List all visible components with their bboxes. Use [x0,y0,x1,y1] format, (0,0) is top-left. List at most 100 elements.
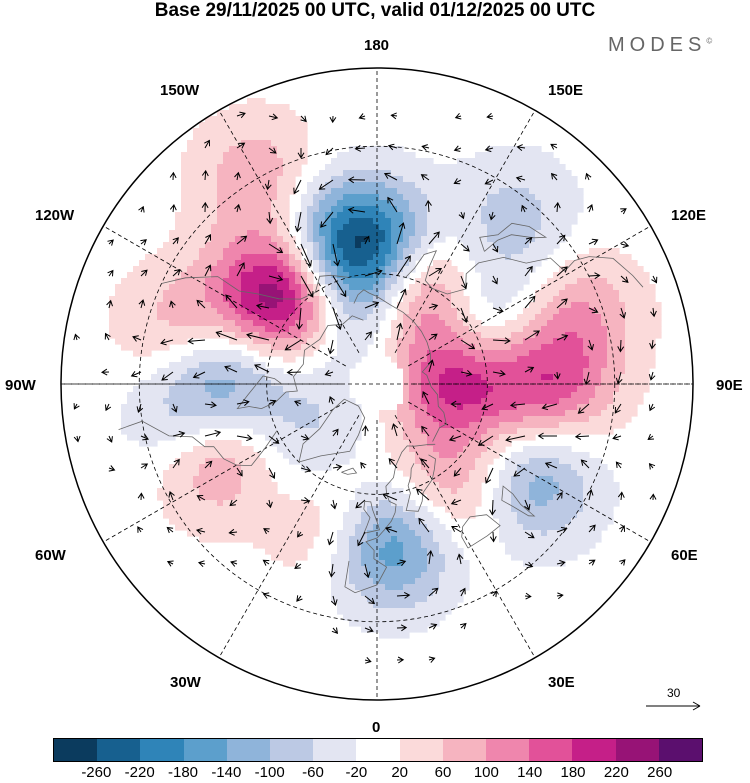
anomaly-cell [421,518,440,525]
anomaly-cell [523,326,542,333]
polar-stereographic-map [60,67,701,711]
anomaly-cell [469,326,524,333]
wind-arrow [300,115,307,123]
wind-arrow [620,275,629,283]
anomaly-cell [337,284,350,291]
wind-arrow [332,307,343,331]
anomaly-cell [301,290,308,297]
anomaly-cell [235,308,248,315]
anomaly-cell [217,200,272,207]
anomaly-cell [457,308,470,315]
anomaly-cell [283,164,302,171]
wind-arrow [583,371,591,386]
wind-arrow [396,288,407,309]
anomaly-cell [337,212,386,219]
wind-arrow [140,269,148,277]
anomaly-cell [313,218,326,225]
anomaly-cell [379,206,398,213]
wind-arrow [138,205,145,213]
wind-arrow [166,560,174,567]
anomaly-cell [385,260,392,267]
anomaly-cell [349,272,374,279]
anomaly-cell [541,206,584,213]
anomaly-cell [157,302,212,309]
anomaly-cell [403,254,410,261]
anomaly-cell [619,296,656,303]
anomaly-cell [319,230,332,237]
anomaly-cell [415,452,440,459]
wind-arrow [481,403,494,411]
anomaly-cell [409,404,428,411]
anomaly-cell [397,350,410,357]
anomaly-cell [169,236,212,243]
anomaly-cell [385,560,404,567]
anomaly-cell [607,362,626,369]
anomaly-cell [277,254,290,261]
anomaly-cell [589,362,608,369]
anomaly-cell [265,302,278,309]
colorbar-tick-label: 180 [560,764,586,781]
anomaly-cell [481,284,524,291]
anomaly-cell [319,248,326,255]
anomaly-cell [349,578,374,585]
anomaly-cell [475,344,512,351]
wind-arrow [521,204,528,213]
anomaly-cell [535,500,548,507]
anomaly-cell [307,218,314,225]
anomaly-cell [277,302,296,309]
anomaly-cell [595,392,614,399]
anomaly-cell [493,506,512,513]
anomaly-cell [163,296,206,303]
anomaly-cell [463,368,584,375]
anomaly-cell [355,242,362,249]
anomaly-cell [307,338,326,345]
anomaly-cell [337,350,368,357]
anomaly-cell [283,560,296,567]
colorbar-segment [572,739,616,761]
anomaly-cell [181,182,218,189]
anomaly-cell [241,254,278,261]
anomaly-cell [409,368,422,375]
colorbar-segment [313,739,357,761]
anomaly-cell [325,248,332,255]
anomaly-cell [601,374,620,381]
anomaly-cell [559,488,584,495]
anomaly-cell [295,422,320,429]
anomaly-cell [547,500,584,507]
wind-arrow [332,428,339,437]
anomaly-cell [421,284,446,291]
wind-arrow [130,371,142,378]
anomaly-cell [403,248,416,255]
anomaly-cell [271,554,308,561]
anomaly-cell [319,272,326,279]
anomaly-cell [385,584,404,591]
wind-arrow [236,235,248,245]
anomaly-cell [421,398,446,405]
meridian-line [103,225,346,367]
anomaly-cell [403,224,416,231]
anomaly-cell [403,548,428,555]
anomaly-cell [175,380,206,387]
anomaly-cell [391,248,398,255]
anomaly-cell [277,182,296,189]
anomaly-cell [241,272,284,279]
anomaly-cell [421,314,440,321]
wind-arrow [490,590,498,598]
anomaly-cell [253,428,362,435]
reference-vector-label: 30 [667,686,681,700]
anomaly-cell [301,200,314,207]
anomaly-cell [193,350,242,357]
anomaly-cell [397,260,410,267]
anomaly-cell [553,272,650,279]
anomaly-cell [319,404,362,411]
wind-arrow [648,462,656,470]
anomaly-cell [361,590,434,597]
anomaly-cell [169,410,320,417]
anomaly-cell [337,230,386,237]
anomaly-cell [337,338,374,345]
anomaly-cell [169,230,212,237]
anomaly-cell [325,278,338,285]
anomaly-cell [451,302,470,309]
wind-arrow [331,627,339,634]
anomaly-cell [229,392,290,399]
